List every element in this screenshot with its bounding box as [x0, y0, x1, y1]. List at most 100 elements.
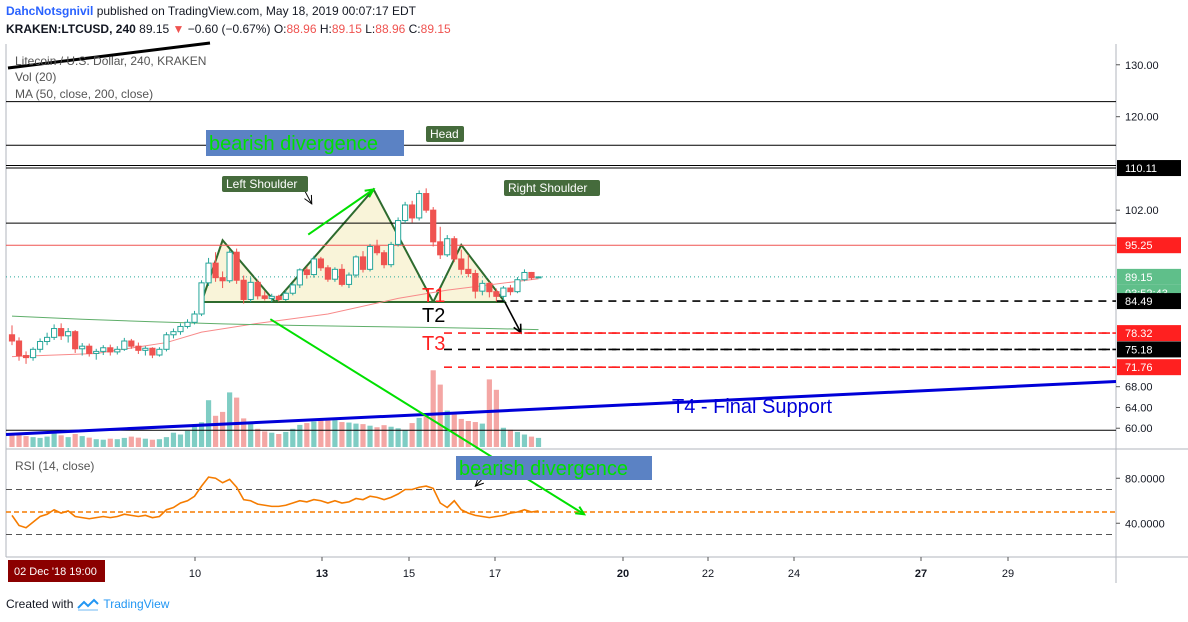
price-label-bg: [1117, 341, 1181, 358]
volume-bar: [16, 432, 22, 447]
price-divergence-arrow-head: [364, 188, 376, 198]
volume-bar: [437, 384, 443, 447]
price-label-bg: [1117, 268, 1181, 285]
time-tick-label: 15: [403, 568, 415, 580]
candle-body: [226, 251, 233, 282]
candle-body: [142, 347, 149, 351]
volume-bar: [142, 438, 148, 447]
volume-bar: [156, 439, 163, 447]
candle-body: [373, 246, 381, 254]
legend-volume: Vol (20): [15, 70, 56, 84]
price-label: 75.18: [1125, 344, 1153, 356]
high-value: 89.15: [331, 22, 362, 36]
rsi-tick-label: 40.0000: [1125, 518, 1165, 530]
tradingview-link[interactable]: TradingView: [103, 597, 170, 611]
price-tick-label: 60.00: [1125, 423, 1153, 435]
candle-body: [170, 331, 177, 336]
price-tick-label: 130.00: [1125, 60, 1159, 72]
price-label-bg: [1117, 359, 1181, 376]
volume-bar: [114, 439, 120, 447]
candle-body: [163, 334, 170, 350]
divergence-label-price: bearish divergence: [209, 133, 378, 155]
candle-body: [128, 340, 135, 347]
volume-bar: [521, 434, 528, 447]
time-tick-label: 10: [189, 568, 201, 580]
rsi-divergence-pointer-head: [474, 477, 484, 487]
price-change: −0.60 (−0.67%): [187, 22, 271, 36]
price-label: 71.76: [1125, 362, 1153, 374]
author-name[interactable]: DahcNotsgnivil: [6, 4, 94, 18]
price-label-bg: [1117, 160, 1181, 177]
candle-body: [359, 256, 367, 270]
volume-bar: [107, 438, 113, 447]
candle-body: [317, 258, 324, 269]
volume-bar: [191, 426, 198, 447]
rsi-divergence-arrow-head: [575, 506, 587, 516]
candle-body: [331, 268, 339, 280]
time-tick-label: 29: [1002, 568, 1014, 580]
rsi-divergence-arrow: [269, 318, 585, 516]
low-label: L:: [365, 22, 376, 36]
rsi-divergence-label-bg: [456, 456, 652, 480]
left-shoulder-label-bg: [222, 176, 308, 192]
open-value: 88.96: [286, 22, 317, 36]
candle-body: [268, 295, 275, 299]
volume-bar: [360, 424, 366, 447]
support-line: [5, 380, 1117, 436]
price-tick-label: 64.00: [1125, 402, 1153, 414]
volume-bar: [269, 432, 275, 447]
candle-body: [184, 321, 191, 327]
volume-bar: [58, 435, 64, 447]
target-t4: T4 - Final Support: [672, 396, 833, 418]
volume-bar: [93, 439, 99, 447]
candle-body: [8, 334, 16, 342]
volume-bar: [198, 422, 205, 447]
candle-body: [380, 252, 388, 266]
volume-bar: [276, 434, 282, 447]
volume-bar: [423, 416, 429, 447]
volume-bar: [290, 428, 296, 447]
candle-body: [198, 282, 205, 315]
volume-bar: [297, 424, 303, 447]
candle-body: [324, 267, 331, 280]
candle-body: [36, 341, 44, 350]
candle-body: [486, 282, 493, 293]
time-tick-label: 24: [788, 568, 800, 580]
price-label: 84.49: [1125, 296, 1153, 308]
candle-body: [296, 269, 303, 286]
volume-bar: [304, 423, 310, 447]
legend-ma: MA (50, close, 200, close): [15, 87, 153, 101]
rsi-pane: [6, 476, 1116, 535]
target-t3: T3: [422, 333, 445, 355]
volume-bar: [9, 434, 15, 447]
candle-body: [402, 204, 409, 222]
volume-bar: [430, 370, 436, 447]
candle-body: [79, 345, 86, 350]
candle-body: [430, 209, 437, 243]
volume-bar: [409, 423, 415, 447]
volume-bar: [325, 418, 331, 447]
head-shoulders-pattern: [200, 187, 507, 304]
annotations: [7, 41, 1116, 516]
right-shoulder-label-bg: [504, 180, 600, 196]
volume-bar: [128, 436, 134, 447]
volume-bar: [486, 379, 492, 447]
volume-bar: [402, 430, 408, 447]
candle-body: [149, 347, 156, 356]
volume-bar: [500, 427, 506, 447]
price-tick-label: 102.00: [1125, 205, 1159, 217]
legend-title: Litecoin / U.S. Dollar, 240, KRAKEN: [15, 54, 206, 68]
candle-body: [65, 331, 72, 337]
volume-bar: [311, 421, 317, 447]
candle-body: [156, 348, 163, 356]
candle-body: [458, 258, 465, 270]
tradingview-logo-icon: [77, 598, 100, 611]
volume-bar: [493, 389, 499, 447]
volume-bar: [374, 427, 380, 447]
candle-body: [514, 279, 521, 293]
candle-body: [507, 287, 514, 293]
published-info: published on TradingView.com, May 18, 20…: [96, 4, 417, 18]
candle-body: [44, 336, 51, 343]
candle-body: [535, 276, 542, 279]
